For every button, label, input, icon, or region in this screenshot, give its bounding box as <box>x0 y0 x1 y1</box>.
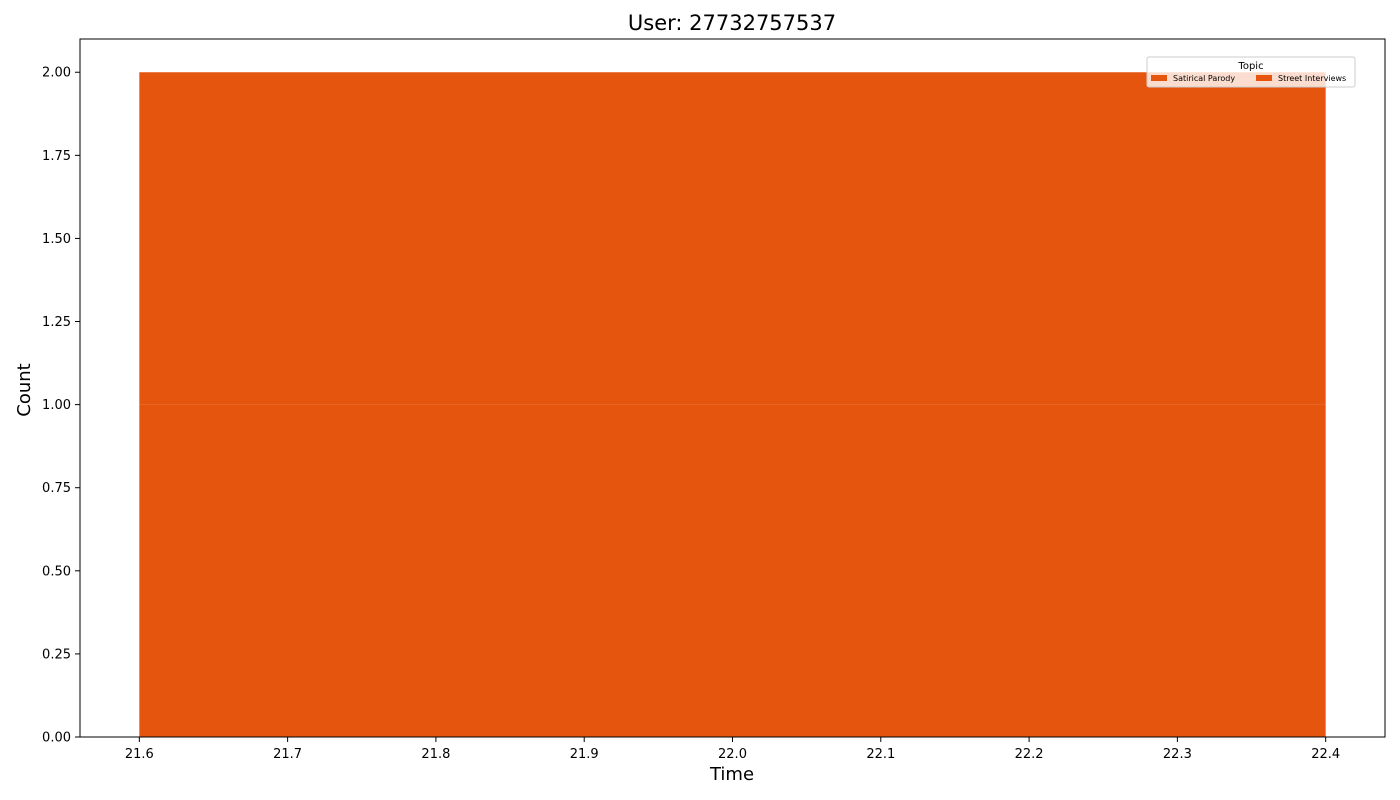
x-tick-label: 21.9 <box>570 747 599 762</box>
x-axis-label: Time <box>709 764 754 785</box>
y-axis: 0.00 0.25 0.50 0.75 1.00 1.25 1.50 1.75 2.00 <box>42 66 80 746</box>
y-tick-label: 0.00 <box>42 731 71 746</box>
x-tick-label: 21.7 <box>273 747 302 762</box>
series-layer <box>139 72 1326 737</box>
x-tick-label: 22.2 <box>1015 747 1044 762</box>
chart-title: User: 27732757537 <box>628 11 836 35</box>
legend-label: Satirical Parody <box>1173 74 1235 83</box>
y-axis-label: Count <box>14 363 35 416</box>
y-tick-label: 1.25 <box>42 315 71 330</box>
legend-swatch <box>1151 75 1167 81</box>
x-tick-label: 22.1 <box>866 747 895 762</box>
x-tick-label: 22.0 <box>718 747 747 762</box>
y-tick-label: 0.75 <box>42 481 71 496</box>
x-tick-label: 21.6 <box>125 747 154 762</box>
area-series-0 <box>139 404 1326 737</box>
y-tick-label: 0.50 <box>42 564 71 579</box>
legend-box <box>1146 56 1356 88</box>
x-tick-label: 21.8 <box>421 747 450 762</box>
legend-swatch <box>1256 75 1272 81</box>
x-axis: 21.6 21.7 21.8 21.9 22.0 22.1 22.2 22.3 22.4 <box>125 737 1340 762</box>
area-series-1 <box>139 72 1326 405</box>
y-tick-label: 1.00 <box>42 398 71 413</box>
legend-title: Topic <box>1237 61 1263 72</box>
legend: Topic Satirical Parody Street Interviews <box>1146 56 1356 88</box>
y-tick-label: 0.25 <box>42 647 71 662</box>
x-tick-label: 22.4 <box>1311 747 1340 762</box>
y-tick-label: 2.00 <box>42 66 71 81</box>
y-tick-label: 1.75 <box>42 149 71 164</box>
x-tick-label: 22.3 <box>1163 747 1192 762</box>
y-tick-label: 1.50 <box>42 232 71 247</box>
legend-label: Street Interviews <box>1278 74 1346 83</box>
